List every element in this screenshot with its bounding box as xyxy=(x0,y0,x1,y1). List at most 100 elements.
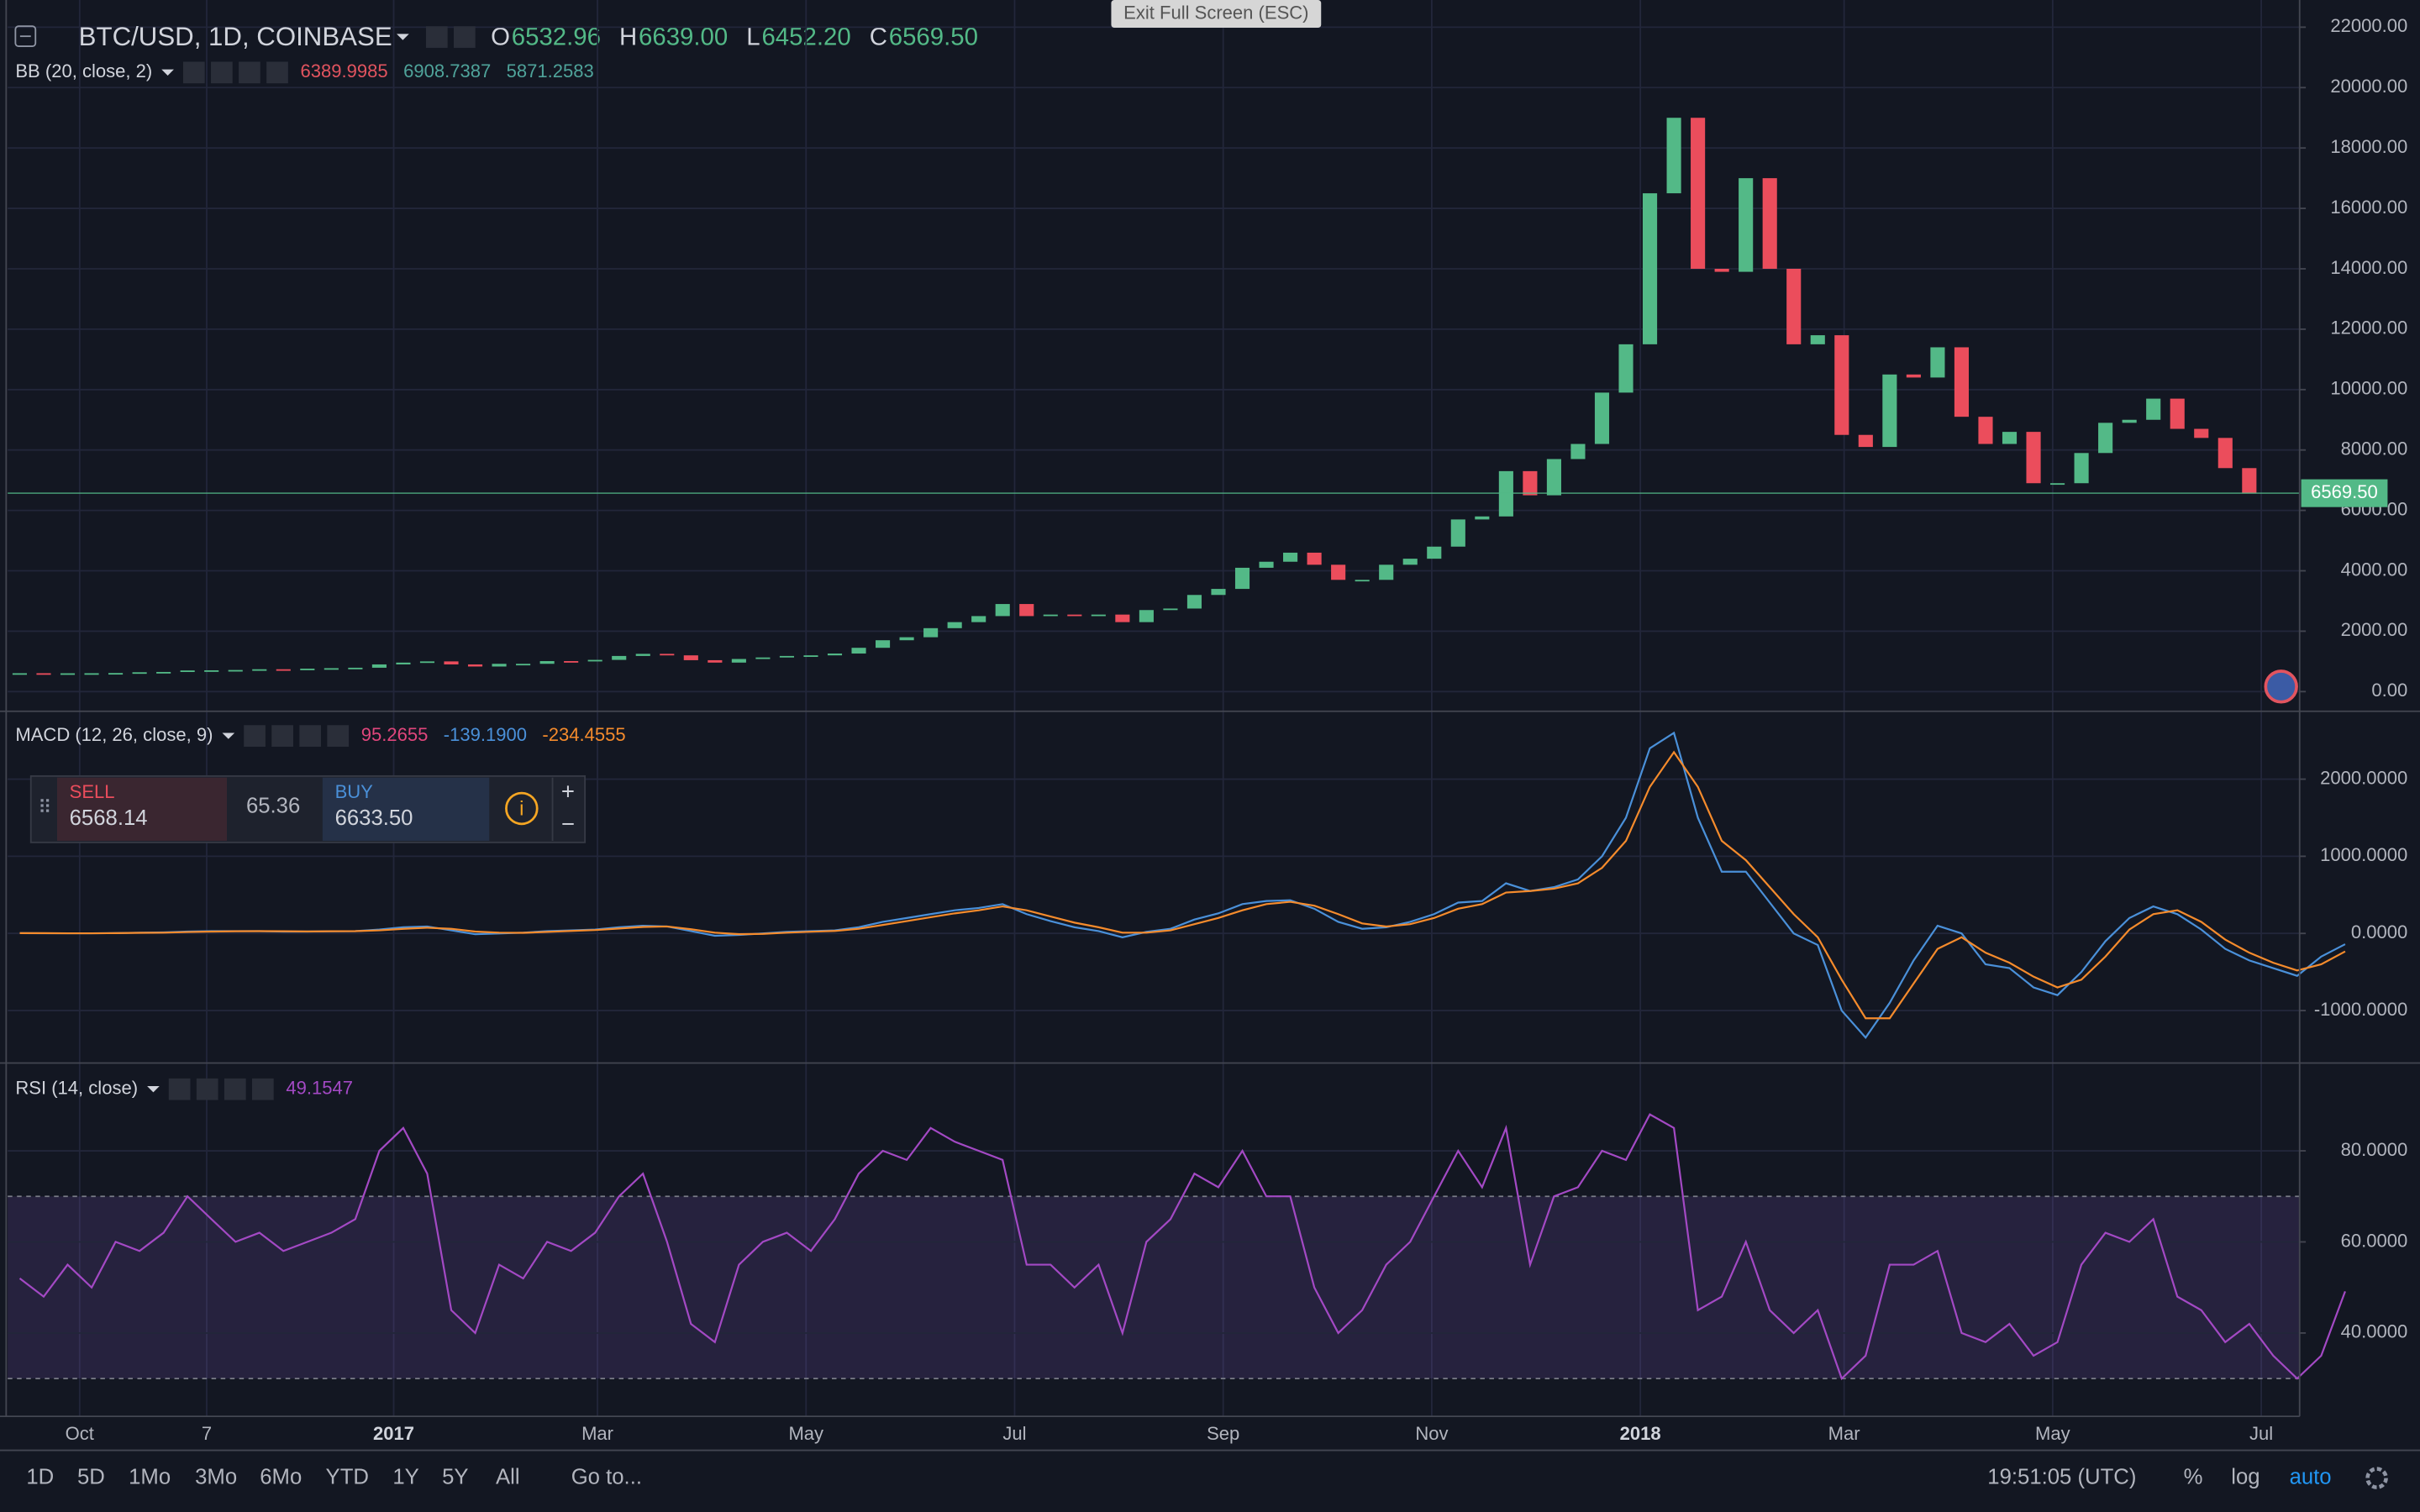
candle-body xyxy=(971,616,986,622)
buy-label[interactable]: BUY xyxy=(335,781,374,802)
x-tick-label: Jul xyxy=(1002,1423,1026,1444)
indicator-button[interactable] xyxy=(454,26,476,48)
y-tick-label: 0.00 xyxy=(2371,680,2407,701)
drag-handle[interactable]: ⠿ xyxy=(38,796,51,817)
candle-body xyxy=(1259,561,1274,568)
y-tick-label: 2000.0000 xyxy=(2320,767,2407,788)
y-tick-label: 22000.00 xyxy=(2330,15,2407,36)
candle-body xyxy=(1642,193,1658,344)
range-button[interactable]: 6Mo xyxy=(260,1465,302,1488)
candle-body xyxy=(995,604,1010,617)
candle-body xyxy=(1019,604,1034,617)
candle-body xyxy=(1930,347,1945,378)
candle-body xyxy=(899,637,914,641)
y-tick-label: 16000.00 xyxy=(2330,197,2407,218)
candle-body xyxy=(2217,438,2233,469)
range-button[interactable]: Go to... xyxy=(571,1465,642,1488)
candle-body xyxy=(419,661,435,664)
indicator-button xyxy=(251,1078,274,1100)
candle-body xyxy=(2122,419,2137,423)
x-tick-label: Nov xyxy=(1415,1423,1448,1444)
candle-body xyxy=(1666,118,1681,194)
indicator-line xyxy=(19,750,2346,1020)
indicator-button xyxy=(299,725,322,747)
event-flag[interactable] xyxy=(2264,669,2298,704)
y-tick-label: 60.0000 xyxy=(2341,1230,2408,1251)
candle-body xyxy=(516,664,531,666)
candle-body xyxy=(1714,268,1729,272)
candle-body xyxy=(2050,483,2065,486)
candle-body xyxy=(2074,453,2089,484)
candle-body xyxy=(444,661,459,664)
candle-body xyxy=(1594,392,1610,444)
range-button[interactable]: 5D xyxy=(77,1465,105,1488)
indicator-value: 6908.7387 xyxy=(403,60,491,81)
settings-button[interactable] xyxy=(2365,1467,2388,1489)
trade-widget: ⠿ SELL 6568.14 65.36 BUY 6633.50 i + − xyxy=(29,774,587,843)
candle-body xyxy=(755,657,771,659)
candle-body xyxy=(876,640,891,648)
exit-fullscreen-tab[interactable] xyxy=(1111,0,1322,29)
candle-body xyxy=(60,673,76,675)
indicator-button xyxy=(266,61,288,84)
candle-body xyxy=(1570,444,1586,459)
indicator-button[interactable] xyxy=(425,26,448,48)
scale-button[interactable]: auto xyxy=(2290,1465,2332,1488)
indicator-label: MACD (12, 26, close, 9) xyxy=(15,724,213,745)
candle-body xyxy=(324,668,339,670)
info-icon[interactable] xyxy=(505,791,539,826)
x-tick-label: 2017 xyxy=(373,1423,414,1444)
range-button[interactable]: 3Mo xyxy=(195,1465,237,1488)
minus-button[interactable]: − xyxy=(561,811,575,837)
candle-body xyxy=(1450,519,1465,547)
candle-body xyxy=(180,670,195,672)
buy-price[interactable]: 6633.50 xyxy=(335,806,413,830)
range-button[interactable]: 1D xyxy=(26,1465,54,1488)
candle-body xyxy=(1043,614,1058,617)
candle-body xyxy=(2194,428,2209,438)
exit-fullscreen-label[interactable]: Exit Full Screen (ESC) xyxy=(1123,2,1308,23)
buy-button[interactable] xyxy=(322,777,490,842)
bottom-toolbar xyxy=(0,1450,2420,1512)
candle-body xyxy=(1402,559,1418,565)
candle-body xyxy=(348,667,363,669)
candle-body xyxy=(1786,268,1802,344)
candle-body xyxy=(635,654,650,656)
sell-button[interactable] xyxy=(56,777,227,842)
dropdown-arrow[interactable] xyxy=(397,34,409,40)
collapse-button[interactable] xyxy=(14,25,37,48)
indicator-dropdown xyxy=(147,1086,160,1093)
plus-button[interactable]: + xyxy=(561,778,575,804)
range-button[interactable]: All xyxy=(496,1465,520,1488)
sell-price[interactable]: 6568.14 xyxy=(70,806,148,830)
range-button[interactable]: YTD xyxy=(326,1465,369,1488)
candle-body xyxy=(947,622,962,628)
x-tick-label: Mar xyxy=(1828,1423,1860,1444)
symbol-title[interactable]: BTC/USD, 1D, COINBASE xyxy=(79,22,392,51)
candle-body xyxy=(1618,344,1634,393)
candle-body xyxy=(827,654,843,656)
scale-button[interactable]: log xyxy=(2231,1465,2260,1488)
clock: 19:51:05 (UTC) xyxy=(1987,1465,2136,1488)
range-button[interactable]: 1Mo xyxy=(129,1465,171,1488)
y-tick-label: 80.0000 xyxy=(2341,1139,2408,1160)
indicator-value: -139.1900 xyxy=(444,724,527,745)
indicator-button xyxy=(211,61,233,84)
candle-body xyxy=(156,671,171,674)
candle-body xyxy=(108,673,124,675)
sell-label[interactable]: SELL xyxy=(70,781,115,802)
candle-body xyxy=(204,669,219,672)
candle-body xyxy=(1834,335,1849,435)
range-button[interactable]: 5Y xyxy=(442,1465,468,1488)
indicator-label: BB (20, close, 2) xyxy=(15,60,152,81)
x-tick-label: Oct xyxy=(66,1423,94,1444)
candle-body xyxy=(1882,374,1897,448)
y-tick-label: 40.0000 xyxy=(2341,1321,2408,1342)
candle-body xyxy=(132,672,147,675)
candle-body xyxy=(2170,398,2185,429)
candle-body xyxy=(492,664,507,667)
scale-button[interactable]: % xyxy=(2184,1465,2203,1488)
range-button[interactable]: 1Y xyxy=(392,1465,418,1488)
candle-body xyxy=(1163,608,1178,611)
